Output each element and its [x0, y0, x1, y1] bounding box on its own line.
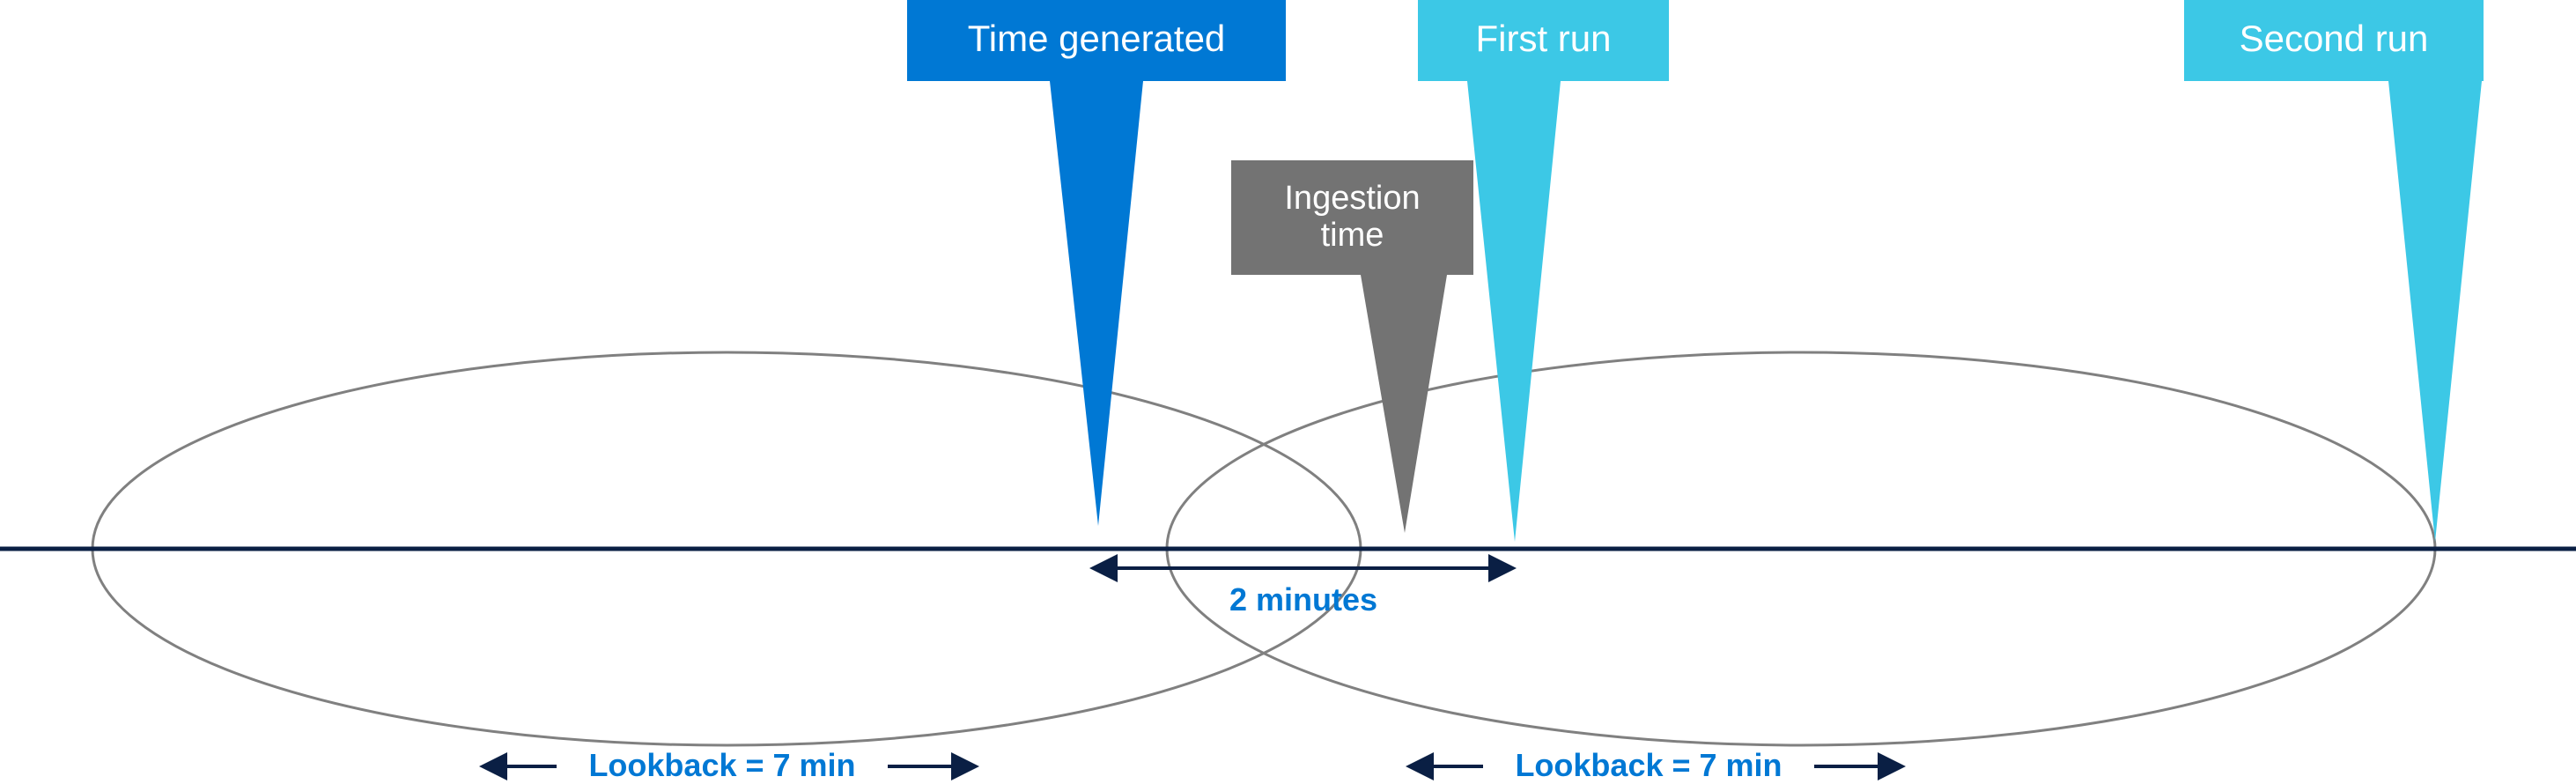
lookback-left-label: Lookback = 7 min — [572, 747, 872, 784]
first-run-label: First run — [1418, 0, 1669, 81]
lookback-right-label: Lookback = 7 min — [1499, 747, 1798, 784]
time-generated-label: Time generated — [907, 0, 1286, 81]
diagram-svg — [0, 0, 2576, 783]
ingestion-time-label: Ingestion time — [1231, 160, 1473, 275]
second-run-callout — [2184, 0, 2484, 542]
two-minutes-label: 2 minutes — [1224, 581, 1383, 618]
second-run-label: Second run — [2184, 0, 2484, 81]
diagram-stage: 2 minutes Lookback = 7 min Lookback = 7 mi… — [0, 0, 2576, 783]
